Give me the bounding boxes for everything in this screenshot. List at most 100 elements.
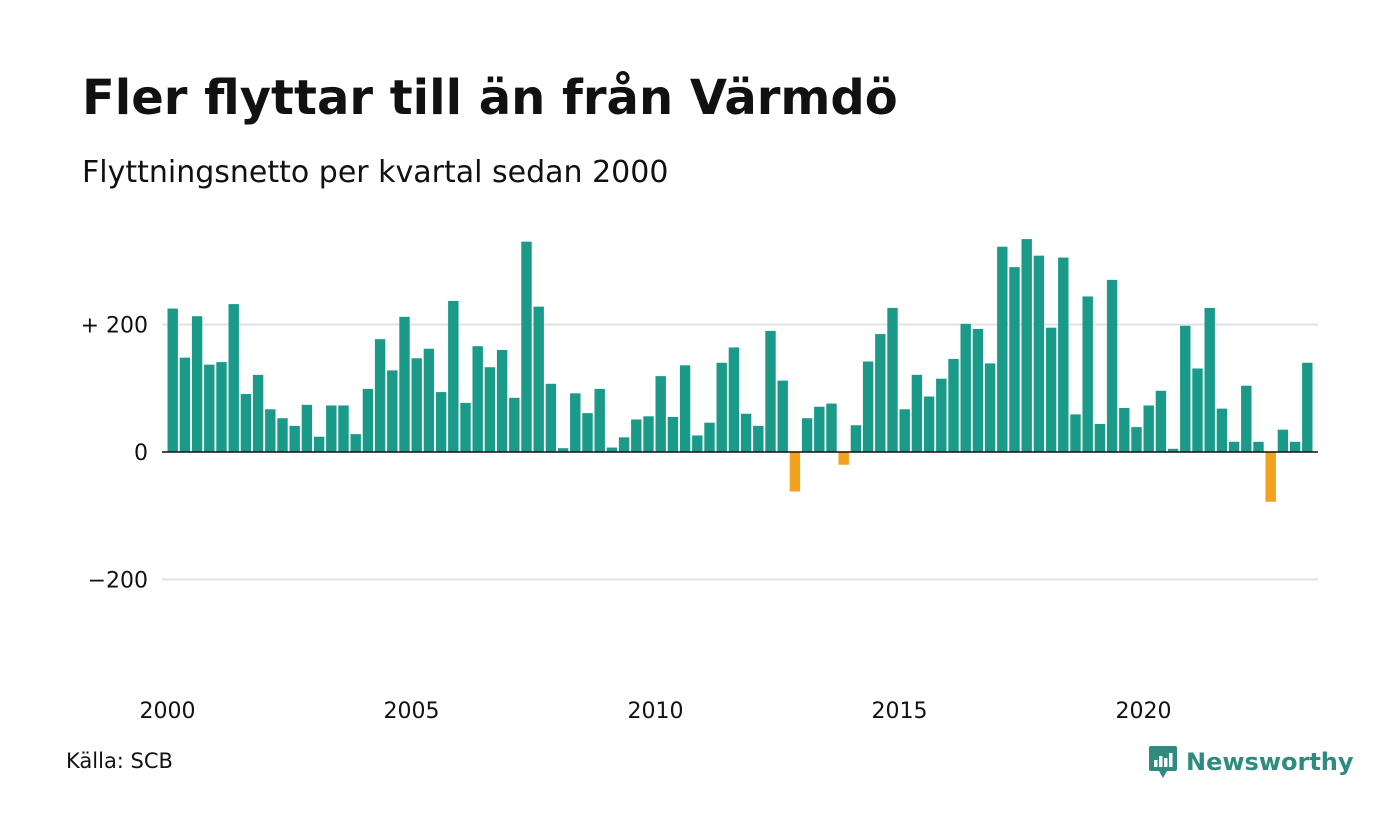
grid-lines xyxy=(162,323,1318,581)
bar-2009-q2 xyxy=(618,437,630,452)
bar-2005-q3 xyxy=(435,392,447,452)
newsworthy-logo-icon xyxy=(1149,746,1177,778)
y-tick-label: 0 xyxy=(134,441,148,466)
x-tick-label: 2010 xyxy=(628,699,684,724)
bar-2020-q2 xyxy=(1155,390,1167,452)
bar-2006-q3 xyxy=(484,367,496,452)
x-tick-label: 2020 xyxy=(1116,699,1172,724)
bar-2005-q1 xyxy=(411,358,422,452)
bar-2006-q1 xyxy=(460,402,471,452)
bar-2014-q2 xyxy=(862,361,874,453)
bar-2002-q4 xyxy=(301,404,313,452)
bar-2011-q3 xyxy=(728,347,740,452)
bar-2020-q3 xyxy=(1167,448,1179,452)
bar-2020-q4 xyxy=(1180,325,1191,452)
bar-2000-q1 xyxy=(167,308,178,452)
bar-2010-q4 xyxy=(692,435,703,452)
brand-name: Newsworthy xyxy=(1186,748,1354,776)
source-note: Källa: SCB xyxy=(66,749,173,773)
bar-2009-q4 xyxy=(643,416,654,452)
bar-2016-q3 xyxy=(972,328,984,452)
x-tick-label: 2005 xyxy=(384,699,440,724)
bar-2022-q1 xyxy=(1241,385,1252,452)
bar-2003-q3 xyxy=(338,405,349,452)
bar-2011-q1 xyxy=(704,422,715,452)
bar-2002-q1 xyxy=(265,409,276,452)
x-tick-label: 2000 xyxy=(140,699,196,724)
brand-logo[interactable]: Newsworthy xyxy=(1148,744,1354,780)
bar-2003-q2 xyxy=(326,405,337,452)
bar-2012-q4 xyxy=(789,452,801,492)
bar-2005-q4 xyxy=(448,300,459,452)
bar-2014-q3 xyxy=(875,334,886,452)
bar-2013-q3 xyxy=(826,403,837,452)
bar-2019-q4 xyxy=(1131,427,1142,452)
bar-2013-q1 xyxy=(801,418,813,452)
bar-2020-q1 xyxy=(1143,405,1154,452)
bar-2016-q4 xyxy=(984,363,996,452)
bar-2007-q2 xyxy=(521,241,532,453)
bar-2015-q2 xyxy=(911,374,923,452)
bar-2001-q3 xyxy=(240,393,252,452)
bar-2010-q2 xyxy=(667,416,679,452)
bar-2018-q3 xyxy=(1070,414,1081,452)
bar-2012-q2 xyxy=(765,330,776,453)
bar-2006-q4 xyxy=(496,350,508,452)
y-tick-label: + 200 xyxy=(81,314,148,339)
bar-2022-q4 xyxy=(1277,429,1289,452)
bar-2000-q2 xyxy=(179,357,191,452)
bar-2007-q3 xyxy=(533,306,544,452)
bar-2014-q1 xyxy=(850,425,862,453)
bar-2022-q3 xyxy=(1265,452,1276,502)
bar-2012-q1 xyxy=(753,425,764,452)
bar-2019-q1 xyxy=(1094,423,1106,452)
bar-2016-q2 xyxy=(960,323,971,452)
bar-2001-q1 xyxy=(216,362,227,452)
y-tick-label: −200 xyxy=(88,569,148,594)
chart-title: Fler flyttar till än från Värmdö xyxy=(82,70,898,126)
bar-2015-q4 xyxy=(936,378,947,452)
bar-2018-q1 xyxy=(1045,327,1057,452)
bar-2011-q4 xyxy=(740,413,752,452)
bar-2009-q1 xyxy=(606,447,618,452)
bar-2004-q4 xyxy=(399,316,410,452)
bar-2019-q3 xyxy=(1119,408,1130,452)
bar-2009-q3 xyxy=(631,419,642,452)
bar-2022-q2 xyxy=(1253,441,1264,452)
bar-2010-q3 xyxy=(679,365,691,452)
bar-2004-q3 xyxy=(387,370,398,452)
bar-2004-q1 xyxy=(362,388,374,452)
bar-2021-q3 xyxy=(1216,408,1228,452)
bar-2012-q3 xyxy=(777,380,788,452)
bar-2021-q2 xyxy=(1204,307,1215,452)
bar-2007-q4 xyxy=(545,383,557,452)
bar-2007-q1 xyxy=(509,397,520,452)
bar-2008-q2 xyxy=(570,393,581,452)
bar-2006-q2 xyxy=(472,346,483,453)
bar-2002-q2 xyxy=(277,418,288,452)
bar-2000-q4 xyxy=(204,364,215,452)
bar-2013-q2 xyxy=(814,406,825,452)
bar-2005-q2 xyxy=(423,348,435,453)
bar-2008-q3 xyxy=(582,413,593,452)
bar-2017-q1 xyxy=(997,246,1008,452)
bar-2008-q4 xyxy=(594,388,605,452)
bar-2001-q2 xyxy=(228,304,239,452)
bar-2004-q2 xyxy=(374,339,386,452)
bar-2003-q1 xyxy=(313,436,325,452)
bar-2023-q2 xyxy=(1302,362,1313,452)
bar-2015-q1 xyxy=(899,409,910,452)
bar-2011-q2 xyxy=(716,362,727,452)
bar-2014-q4 xyxy=(887,307,898,452)
bar-2019-q2 xyxy=(1106,279,1118,453)
bar-2002-q3 xyxy=(289,425,300,452)
bar-2023-q1 xyxy=(1289,441,1301,452)
bar-2001-q4 xyxy=(252,374,264,452)
bar-2017-q4 xyxy=(1033,255,1045,452)
bar-2018-q2 xyxy=(1058,257,1069,452)
bars xyxy=(167,239,1313,502)
chart-subtitle: Flyttningsnetto per kvartal sedan 2000 xyxy=(82,155,669,190)
bar-2018-q4 xyxy=(1082,296,1093,452)
bar-2000-q3 xyxy=(191,316,203,452)
